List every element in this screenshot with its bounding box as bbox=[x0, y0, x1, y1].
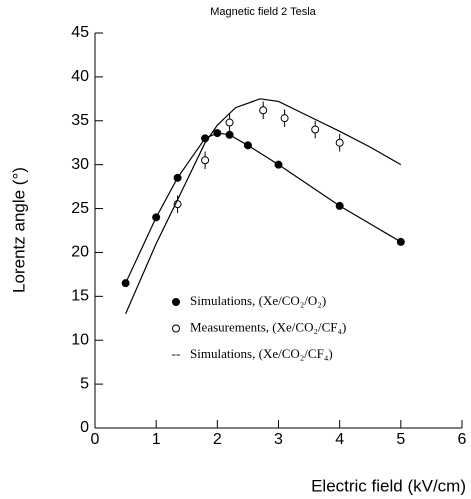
marker bbox=[311, 125, 320, 134]
x-tick-label: 0 bbox=[91, 431, 100, 448]
x-tick-label: 5 bbox=[396, 431, 405, 448]
marker bbox=[152, 213, 161, 222]
marker bbox=[201, 156, 210, 165]
marker bbox=[213, 129, 222, 138]
x-axis-label: Electric field (kV/cm) bbox=[311, 476, 466, 495]
marker bbox=[335, 201, 344, 210]
chart-title: Magnetic field 2 Tesla bbox=[210, 6, 316, 18]
series-line bbox=[125, 132, 402, 284]
marker bbox=[243, 141, 252, 150]
series-line bbox=[125, 98, 402, 315]
y-tick-label: 35 bbox=[71, 112, 89, 129]
x-tick-label: 4 bbox=[335, 431, 344, 448]
legend-label: Simulations, (Xe/CO₂/CF₄) bbox=[190, 346, 333, 361]
y-tick-label: 30 bbox=[71, 156, 89, 173]
marker bbox=[259, 106, 268, 115]
marker bbox=[225, 118, 234, 127]
y-tick-label: 10 bbox=[71, 331, 89, 348]
legend-label: Measurements, (Xe/CO₂/CF₄) bbox=[190, 319, 346, 334]
marker bbox=[225, 130, 234, 139]
x-tick-label: 6 bbox=[458, 431, 467, 448]
marker bbox=[280, 114, 289, 123]
legend-label: Simulations, (Xe/CO₂/O₂) bbox=[190, 293, 326, 308]
y-tick-label: 25 bbox=[71, 200, 89, 217]
x-tick-label: 2 bbox=[213, 431, 222, 448]
marker bbox=[335, 138, 344, 147]
marker bbox=[173, 173, 182, 182]
x-tick-label: 3 bbox=[274, 431, 283, 448]
y-tick-label: 0 bbox=[80, 419, 89, 436]
x-tick-label: 1 bbox=[152, 431, 161, 448]
legend-marker bbox=[172, 324, 180, 333]
y-tick-label: 5 bbox=[80, 375, 89, 392]
marker bbox=[274, 160, 283, 169]
marker bbox=[121, 279, 130, 288]
marker bbox=[396, 237, 405, 246]
y-tick-label: 45 bbox=[71, 24, 89, 41]
y-axis-label: Lorentz angle (°) bbox=[9, 167, 28, 293]
legend-marker: -- bbox=[172, 346, 181, 361]
legend-marker bbox=[172, 298, 180, 306]
y-tick-label: 40 bbox=[71, 68, 89, 85]
y-tick-label: 20 bbox=[71, 244, 89, 261]
y-tick-label: 15 bbox=[71, 288, 89, 305]
